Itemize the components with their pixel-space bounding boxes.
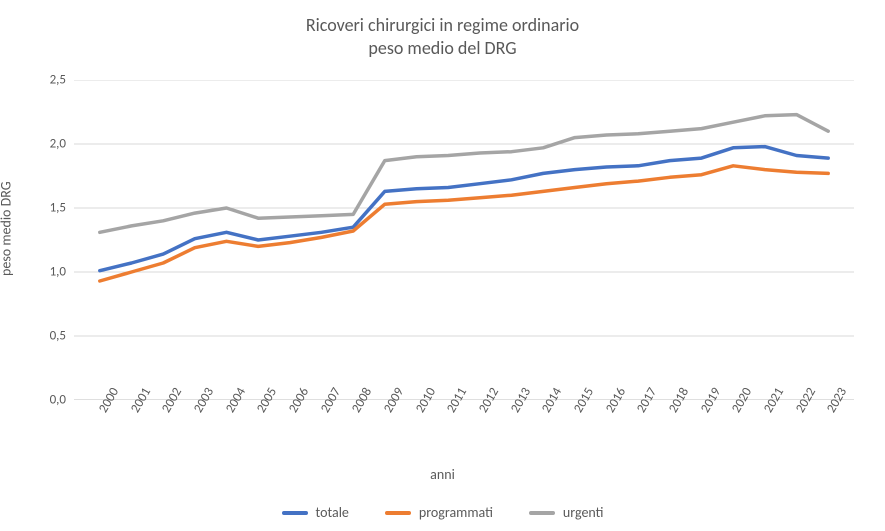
chart-svg (74, 80, 854, 400)
chart-title-line2: peso medio del DRG (368, 37, 516, 59)
x-tick-labels: 2000200120022003200420052006200720082009… (74, 404, 854, 454)
chart-title-line1: Ricoveri chirurgici in regime ordinario (306, 14, 579, 36)
legend-swatch-totale (282, 511, 308, 515)
legend-label-urgenti: urgenti (563, 504, 604, 521)
series-urgenti (100, 115, 828, 233)
series-totale (100, 147, 828, 271)
plot-area: 0,00,51,01,52,02,5 (74, 80, 854, 400)
chart-container: Ricoveri chirurgici in regime ordinario … (0, 0, 885, 531)
x-axis-label: anni (0, 466, 885, 483)
y-tick: 2,5 (50, 73, 66, 88)
y-tick: 1,5 (50, 201, 66, 216)
legend-label-totale: totale (316, 504, 349, 521)
y-tick: 0,0 (50, 393, 66, 408)
legend-swatch-programmati (385, 511, 411, 515)
legend-item-programmati: programmati (385, 504, 493, 521)
y-tick: 2,0 (50, 137, 66, 152)
y-axis-label: peso medio DRG (0, 182, 15, 277)
legend-item-totale: totale (282, 504, 349, 521)
legend-swatch-urgenti (529, 511, 555, 515)
legend: totale programmati urgenti (0, 504, 885, 521)
series-lines (100, 115, 828, 281)
y-tick: 1,0 (50, 265, 66, 280)
legend-item-urgenti: urgenti (529, 504, 604, 521)
y-tick: 0,5 (50, 329, 66, 344)
chart-title: Ricoveri chirurgici in regime ordinario … (0, 14, 885, 59)
legend-label-programmati: programmati (419, 504, 493, 521)
series-programmati (100, 166, 828, 281)
